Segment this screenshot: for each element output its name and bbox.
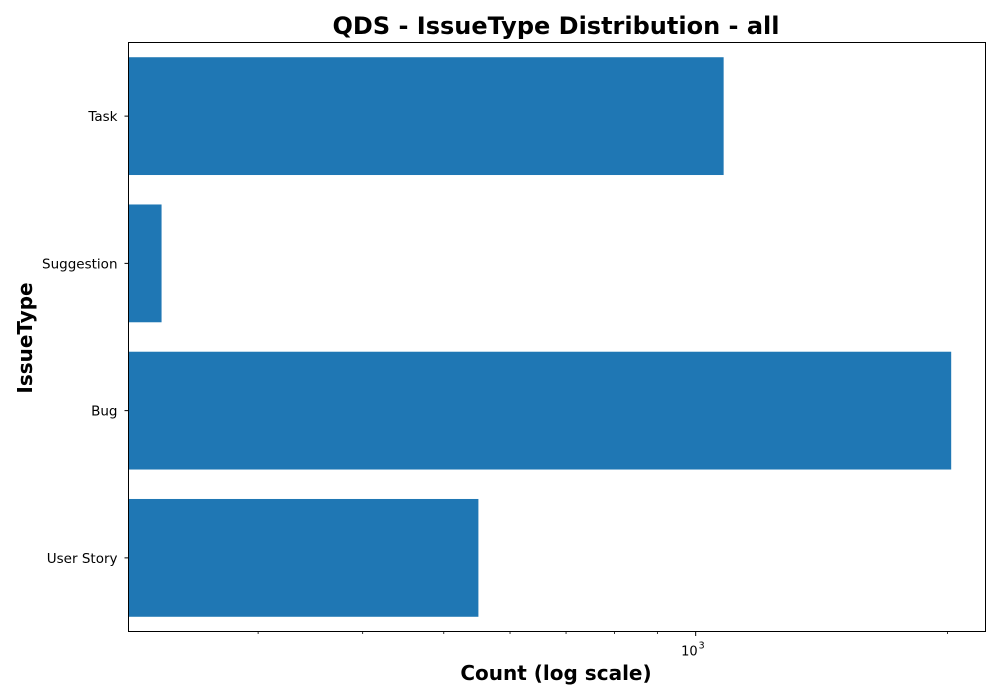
x-tick-label-exponent: 3 (699, 641, 705, 652)
x-tick-label-base: 10 (681, 645, 698, 660)
y-tick-label: User Story (47, 551, 118, 567)
chart-title: QDS - IssueType Distribution - all (333, 12, 780, 40)
bar-bug (128, 351, 952, 470)
bar-suggestion (128, 204, 162, 323)
x-axis-label: Count (log scale) (460, 661, 651, 685)
bars-layer (128, 57, 952, 617)
y-tick-label: Bug (91, 404, 117, 420)
y-tick-label: Suggestion (42, 256, 117, 272)
bar-task (128, 57, 724, 176)
y-tick-label: Task (87, 109, 117, 125)
bar-user-story (128, 498, 479, 617)
x-axis-ticks: 10 3 (257, 631, 948, 660)
y-axis-label: IssueType (13, 282, 37, 393)
y-axis-ticks: Task Suggestion Bug User Story (42, 109, 129, 567)
plot-frame (128, 42, 986, 632)
